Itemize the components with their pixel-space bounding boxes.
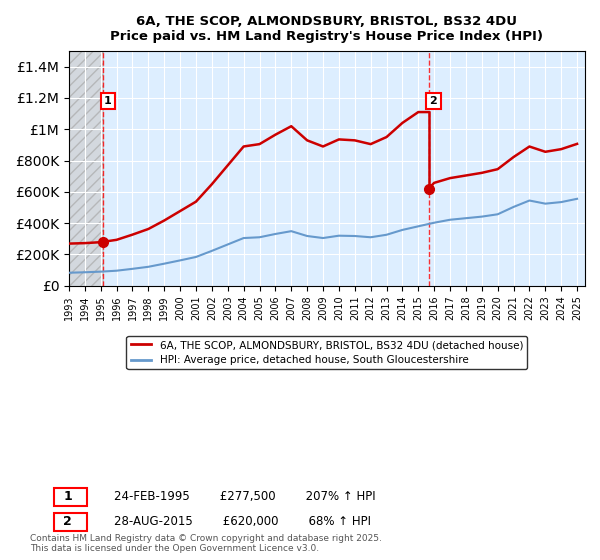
Text: 1: 1: [104, 96, 112, 106]
Text: 28-AUG-2015        £620,000        68% ↑ HPI: 28-AUG-2015 £620,000 68% ↑ HPI: [114, 515, 371, 529]
Bar: [69, 51, 103, 286]
Title: 6A, THE SCOP, ALMONDSBURY, BRISTOL, BS32 4DU
Price paid vs. HM Land Registry's H: 6A, THE SCOP, ALMONDSBURY, BRISTOL, BS32…: [110, 15, 544, 43]
Text: 1: 1: [64, 490, 72, 503]
Text: 24-FEB-1995        £277,500        207% ↑ HPI: 24-FEB-1995 £277,500 207% ↑ HPI: [114, 490, 376, 503]
Text: Contains HM Land Registry data © Crown copyright and database right 2025.
This d: Contains HM Land Registry data © Crown c…: [30, 534, 382, 553]
Text: 2: 2: [430, 96, 437, 106]
Legend: 6A, THE SCOP, ALMONDSBURY, BRISTOL, BS32 4DU (detached house), HPI: Average pric: 6A, THE SCOP, ALMONDSBURY, BRISTOL, BS32…: [127, 336, 527, 370]
Text: 2: 2: [64, 515, 72, 529]
